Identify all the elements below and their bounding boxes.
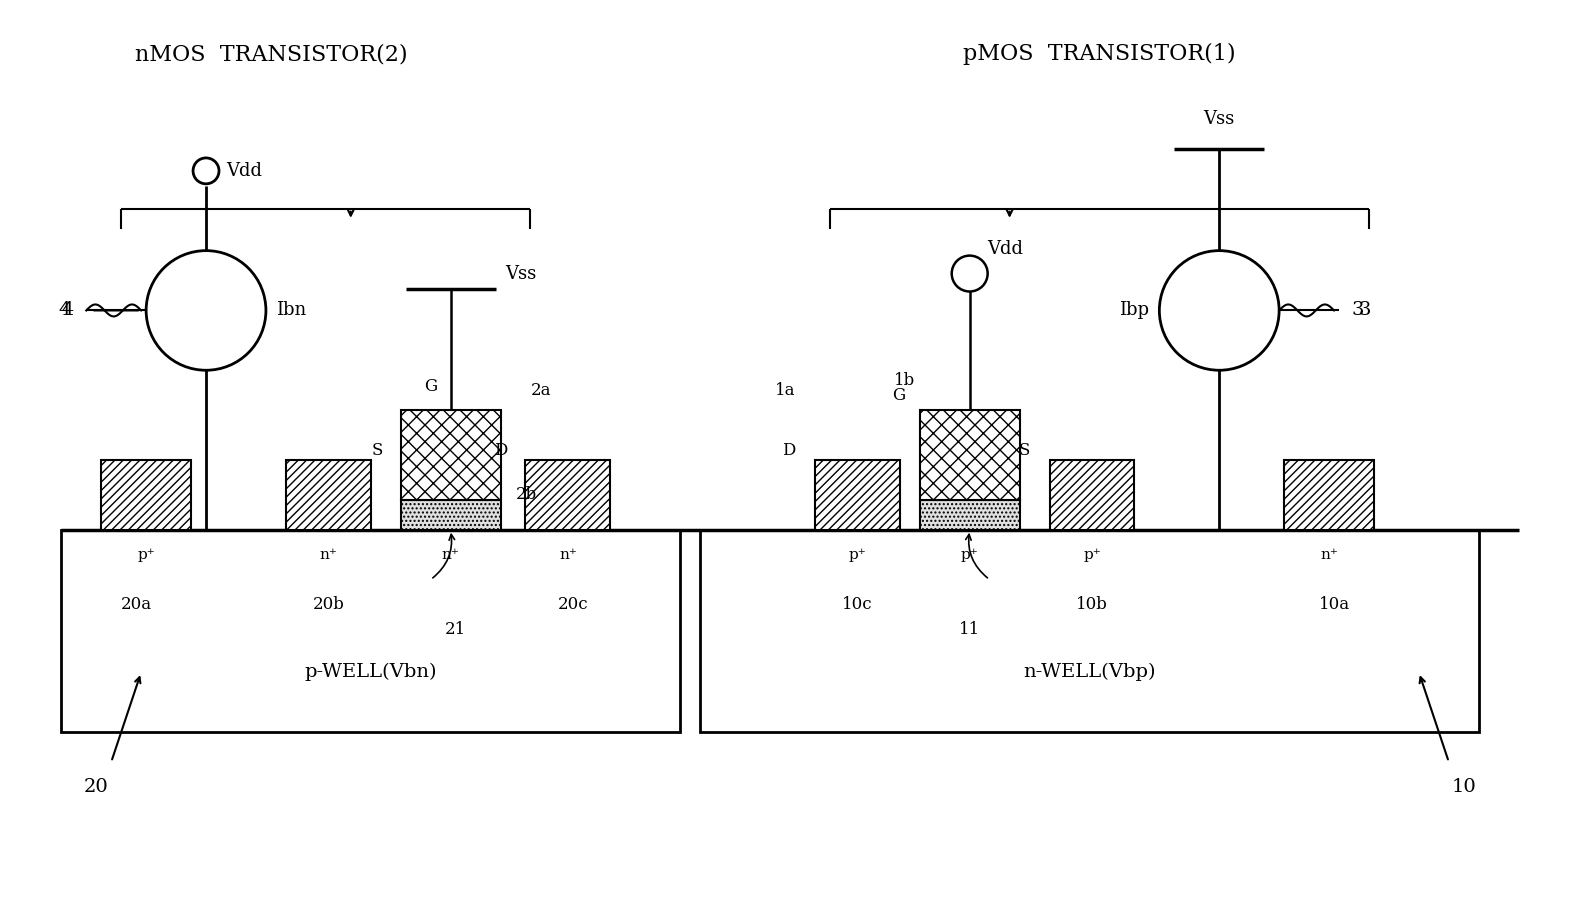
Text: 2b: 2b <box>516 487 537 503</box>
Text: 20c: 20c <box>557 596 589 613</box>
Text: p⁺: p⁺ <box>849 548 866 562</box>
Text: S: S <box>371 441 383 459</box>
Text: n⁺: n⁺ <box>1321 548 1338 562</box>
Bar <box>920 500 1019 529</box>
Text: 10a: 10a <box>1319 596 1349 613</box>
Text: D: D <box>494 441 508 459</box>
Text: G: G <box>424 378 437 395</box>
Text: 20a: 20a <box>120 596 151 613</box>
Text: 20b: 20b <box>312 596 344 613</box>
Text: 3: 3 <box>1351 301 1363 320</box>
Text: G: G <box>892 387 904 404</box>
Text: Vss: Vss <box>1204 110 1236 128</box>
Text: 10: 10 <box>1452 778 1475 796</box>
Text: 10c: 10c <box>843 596 873 613</box>
Text: 3: 3 <box>1359 301 1371 320</box>
Text: p⁺: p⁺ <box>1083 548 1101 562</box>
Text: n⁺: n⁺ <box>559 548 578 562</box>
Text: pMOS  TRANSISTOR(1): pMOS TRANSISTOR(1) <box>963 44 1236 65</box>
Bar <box>814 460 899 529</box>
Bar <box>1284 460 1374 529</box>
Text: p-WELL(Vbn): p-WELL(Vbn) <box>305 663 437 682</box>
Text: 21: 21 <box>445 621 466 638</box>
Text: 4: 4 <box>62 301 74 320</box>
Text: p⁺: p⁺ <box>137 548 155 562</box>
Bar <box>286 460 371 529</box>
Text: Ibp: Ibp <box>1119 301 1149 320</box>
Text: Vss: Vss <box>505 264 537 282</box>
Text: n⁺: n⁺ <box>319 548 338 562</box>
Text: p⁺: p⁺ <box>961 548 978 562</box>
Bar <box>525 460 611 529</box>
Circle shape <box>952 256 988 291</box>
Text: 20: 20 <box>84 778 109 796</box>
Text: 1a: 1a <box>775 381 795 399</box>
Text: 11: 11 <box>959 621 980 638</box>
Bar <box>1049 460 1135 529</box>
Text: 4: 4 <box>58 301 71 320</box>
Bar <box>62 529 680 732</box>
Text: 1b: 1b <box>893 371 915 389</box>
Text: nMOS  TRANSISTOR(2): nMOS TRANSISTOR(2) <box>134 44 407 65</box>
Text: n-WELL(Vbp): n-WELL(Vbp) <box>1023 663 1155 682</box>
Bar <box>401 500 500 529</box>
Bar <box>401 410 500 500</box>
Circle shape <box>147 251 267 370</box>
Circle shape <box>1160 251 1280 370</box>
Text: S: S <box>1018 441 1029 459</box>
Bar <box>101 460 191 529</box>
Bar <box>920 410 1019 500</box>
Text: 10b: 10b <box>1076 596 1108 613</box>
Text: n⁺: n⁺ <box>442 548 459 562</box>
Text: Ibn: Ibn <box>276 301 306 320</box>
Text: 2a: 2a <box>530 381 551 399</box>
Text: Vdd: Vdd <box>226 162 262 180</box>
Text: D: D <box>781 441 795 459</box>
Bar <box>701 529 1479 732</box>
Circle shape <box>193 158 219 183</box>
Text: Vdd: Vdd <box>988 240 1024 258</box>
